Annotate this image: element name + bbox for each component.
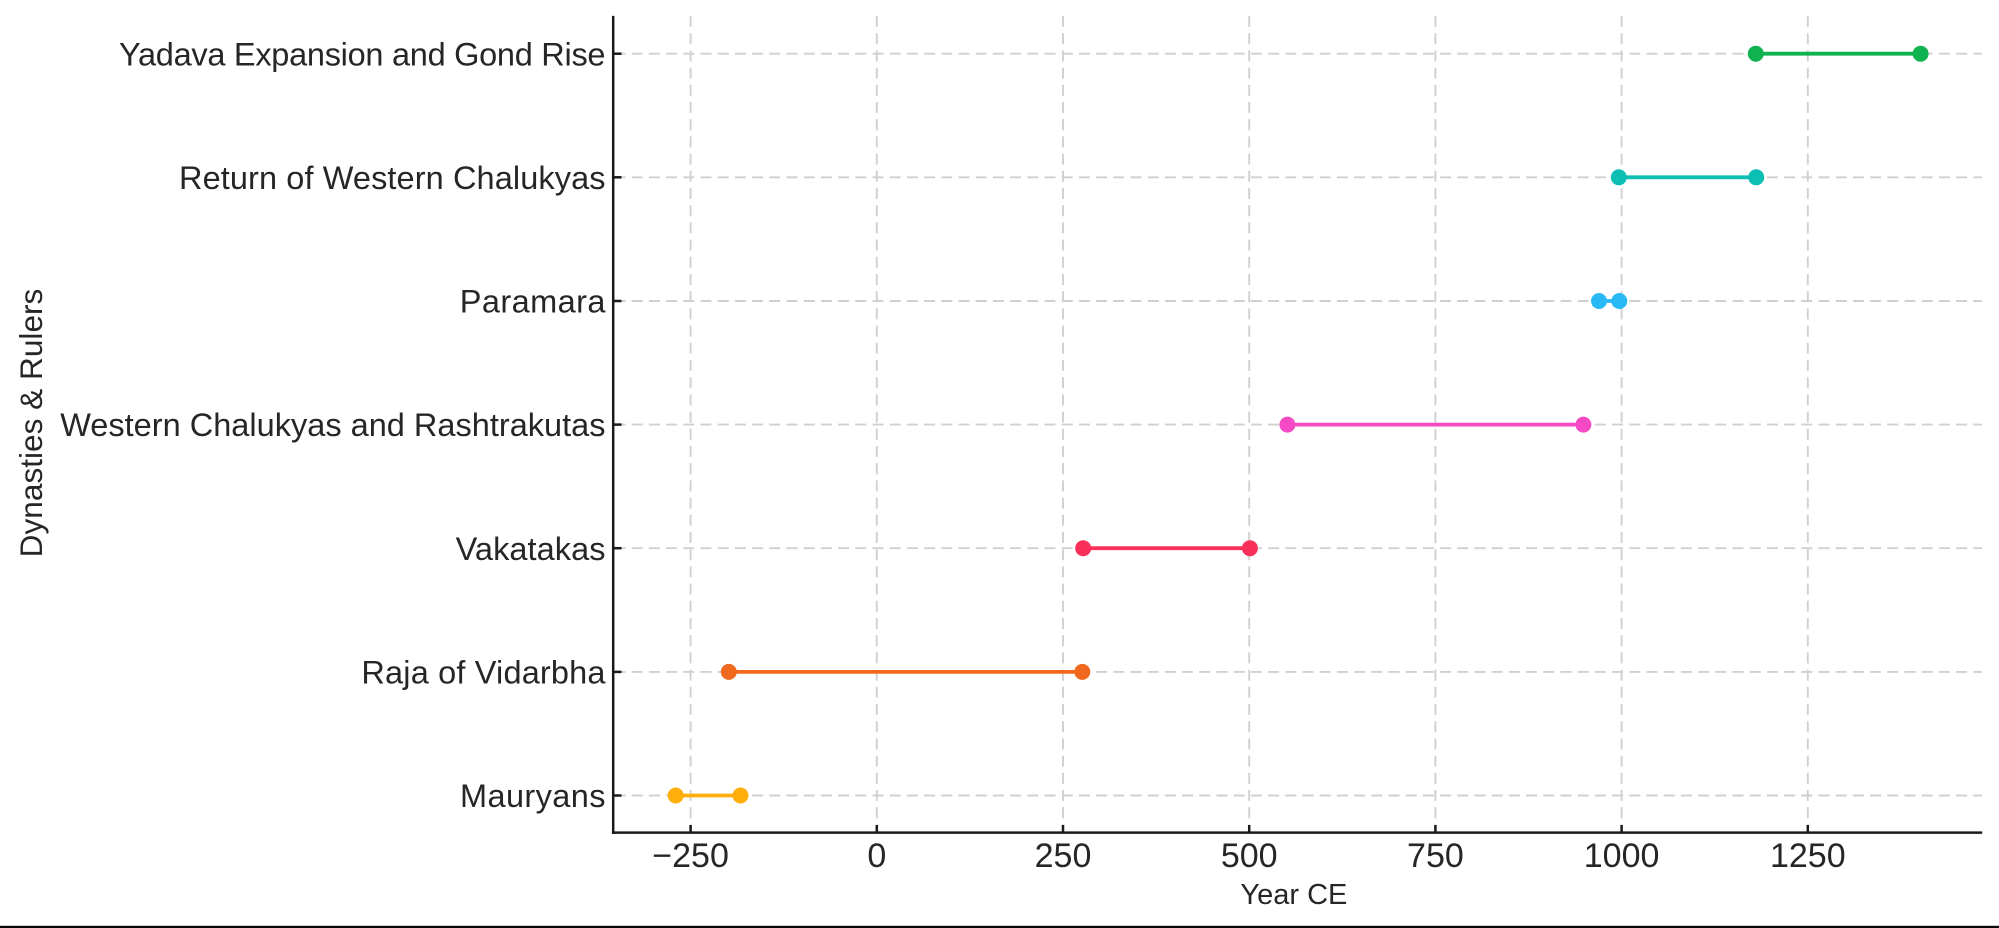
- svg-text:Paramara: Paramara: [460, 284, 607, 320]
- svg-text:0: 0: [867, 837, 886, 875]
- svg-text:250: 250: [1035, 837, 1092, 875]
- svg-text:Yadava Expansion and Gond Rise: Yadava Expansion and Gond Rise: [119, 36, 606, 72]
- svg-text:Year CE: Year CE: [1240, 879, 1347, 911]
- svg-text:Western Chalukyas and Rashtrak: Western Chalukyas and Rashtrakutas: [60, 407, 605, 443]
- svg-text:Dynasties & Rulers: Dynasties & Rulers: [13, 289, 49, 558]
- svg-text:−250: −250: [652, 837, 729, 875]
- svg-text:750: 750: [1407, 837, 1464, 875]
- svg-text:Raja of Vidarbha: Raja of Vidarbha: [361, 655, 606, 691]
- svg-text:500: 500: [1221, 837, 1278, 875]
- svg-text:Return of Western Chalukyas: Return of Western Chalukyas: [179, 160, 606, 196]
- svg-text:1250: 1250: [1770, 837, 1846, 875]
- svg-text:Mauryans: Mauryans: [460, 778, 606, 814]
- svg-text:Vakatakas: Vakatakas: [456, 531, 606, 567]
- svg-text:1000: 1000: [1584, 837, 1660, 875]
